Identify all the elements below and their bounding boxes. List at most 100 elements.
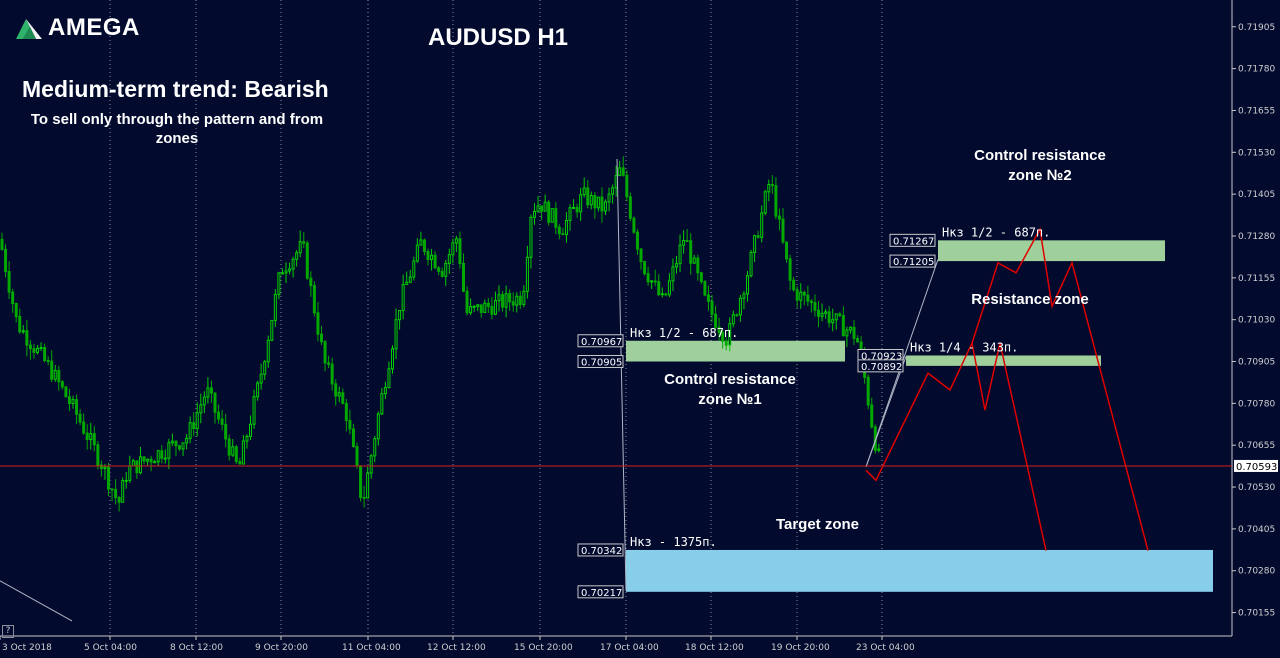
zone-label-line: Resistance zone: [971, 291, 1089, 308]
target-zone-annotation: Нкз - 1375п.: [630, 535, 717, 549]
current-price-layer: 0.70593: [0, 459, 1278, 473]
candle-body: [188, 422, 192, 439]
forecast-path-2: [971, 227, 1149, 551]
candle-body: [852, 326, 856, 339]
candle-body: [337, 392, 341, 397]
candle-body: [199, 404, 203, 414]
price-tick-label: 0.70405: [1238, 525, 1275, 535]
candle-body: [753, 235, 757, 253]
candle-body: [660, 293, 664, 296]
candle-body: [550, 208, 554, 223]
candle-body: [362, 496, 366, 499]
candle-body: [53, 369, 57, 380]
candle-body: [621, 167, 625, 176]
candle-body: [408, 276, 412, 283]
candle-body: [422, 239, 426, 253]
candle-body: [209, 387, 213, 394]
price-tick-label: 0.70655: [1238, 441, 1275, 451]
candle-body: [664, 293, 668, 296]
candle-body: [696, 257, 700, 274]
candle-body: [99, 464, 103, 470]
candle-body: [401, 284, 405, 311]
candle-body: [376, 413, 380, 440]
candle-body: [383, 386, 387, 395]
candle-body: [146, 458, 150, 462]
candle-body: [618, 167, 622, 177]
candle-body: [153, 461, 157, 464]
candle-body: [327, 362, 331, 365]
candle-body: [163, 457, 167, 460]
candle-body: [469, 305, 473, 314]
candle-body: [351, 428, 355, 448]
candle-body: [447, 254, 451, 265]
candle-body: [227, 438, 231, 456]
candle-body: [877, 448, 881, 451]
candle-body: [657, 281, 661, 296]
candle-body: [348, 420, 352, 430]
candle-body: [639, 248, 643, 263]
candle-body: [728, 323, 732, 346]
candle-body: [82, 421, 86, 434]
candle-body: [323, 341, 327, 364]
time-tick-label: 23 Oct 04:00: [856, 643, 915, 653]
candle-body: [795, 289, 799, 301]
candle-body: [167, 442, 171, 459]
candle-body: [628, 196, 632, 219]
candle-body: [646, 273, 650, 283]
candle-body: [667, 280, 671, 296]
candle-body: [483, 302, 487, 313]
candle-body: [131, 460, 135, 467]
candle-body: [359, 465, 363, 498]
candle-body: [462, 262, 465, 292]
candle-body: [277, 272, 281, 295]
candle-body: [312, 285, 316, 314]
candle-body: [67, 396, 71, 405]
candle-body: [479, 304, 483, 313]
candle-body: [706, 294, 710, 302]
candle-body: [486, 302, 490, 307]
candle-body: [600, 196, 604, 212]
zone-1-price-label: 0.70905: [581, 358, 622, 369]
candle-body: [682, 240, 686, 246]
candle-body: [355, 446, 359, 467]
time-tick-label: 9 Oct 20:00: [255, 643, 308, 653]
target-zone-price-box: [577, 543, 624, 557]
candle-body: [117, 497, 121, 503]
zone-3-rect: [938, 240, 1165, 262]
candle-body: [692, 257, 696, 264]
candle-body: [394, 319, 398, 350]
candle-body: [820, 312, 824, 317]
candle-body: [185, 437, 189, 444]
candle-body: [64, 386, 68, 398]
candle-body: [465, 290, 469, 314]
candle-body: [749, 251, 753, 277]
candle-body: [536, 205, 540, 213]
candle-body: [387, 368, 391, 388]
candle-body: [124, 479, 128, 482]
help-icon[interactable]: ?: [2, 625, 14, 638]
candle-body: [561, 233, 565, 236]
candle-body: [50, 360, 54, 380]
zones-layer: [626, 240, 1213, 592]
candle-body: [586, 187, 590, 206]
candle-body: [515, 295, 519, 306]
candle-body: [756, 235, 760, 238]
candle-body: [39, 346, 43, 349]
candle-body: [511, 301, 515, 306]
candle-body: [582, 187, 586, 196]
candle-body: [419, 239, 423, 246]
price-tick-label: 0.71780: [1238, 65, 1275, 75]
candle-body: [305, 242, 309, 279]
candle-body: [142, 456, 146, 462]
candle-body: [806, 294, 810, 302]
trend-heading: Medium-term trend: Bearish: [22, 76, 329, 102]
candle-body: [777, 215, 781, 220]
candle-body: [760, 212, 764, 238]
candle-body: [43, 346, 47, 361]
candle-body: [767, 183, 771, 193]
candle-body: [543, 201, 547, 212]
candle-body: [689, 240, 693, 264]
candle-body: [746, 275, 749, 295]
candle-body: [625, 174, 629, 198]
candle-body: [412, 260, 416, 278]
